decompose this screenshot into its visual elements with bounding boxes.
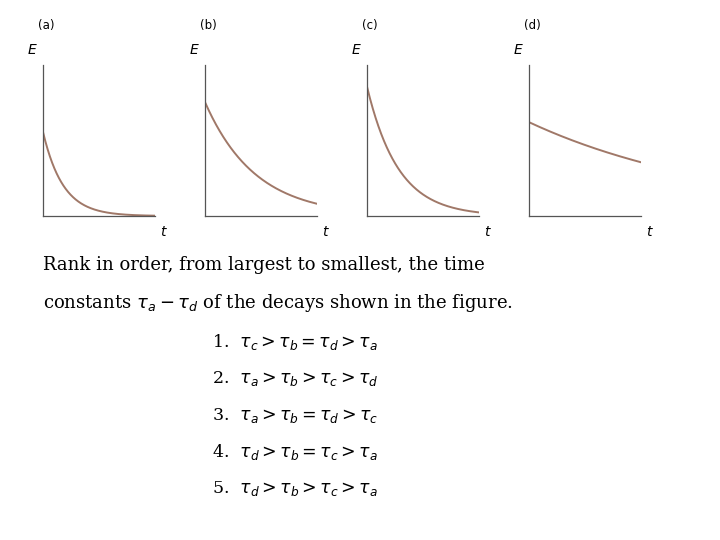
Text: $E$: $E$ xyxy=(351,43,361,57)
Text: $t$: $t$ xyxy=(161,225,168,239)
Text: 5.  $\tau_d > \tau_b > \tau_c > \tau_a$: 5. $\tau_d > \tau_b > \tau_c > \tau_a$ xyxy=(212,479,378,498)
Text: $t$: $t$ xyxy=(323,225,330,239)
Text: (d): (d) xyxy=(523,18,541,31)
Text: 1.  $\tau_c > \tau_b = \tau_d > \tau_a$: 1. $\tau_c > \tau_b = \tau_d > \tau_a$ xyxy=(212,332,378,352)
Text: $E$: $E$ xyxy=(27,43,37,57)
Text: constants $\tau_a - \tau_d$ of the decays shown in the figure.: constants $\tau_a - \tau_d$ of the decay… xyxy=(43,292,513,314)
Text: Rank in order, from largest to smallest, the time: Rank in order, from largest to smallest,… xyxy=(43,256,485,274)
Text: (c): (c) xyxy=(361,18,377,31)
Text: (a): (a) xyxy=(37,18,54,31)
Text: 3.  $\tau_a > \tau_b = \tau_d > \tau_c$: 3. $\tau_a > \tau_b = \tau_d > \tau_c$ xyxy=(212,406,379,424)
Text: 4.  $\tau_d > \tau_b = \tau_c > \tau_a$: 4. $\tau_d > \tau_b = \tau_c > \tau_a$ xyxy=(212,442,378,462)
Text: $t$: $t$ xyxy=(485,225,492,239)
Text: $t$: $t$ xyxy=(647,225,654,239)
Text: $E$: $E$ xyxy=(513,43,523,57)
Text: 2.  $\tau_a > \tau_b > \tau_c > \tau_d$: 2. $\tau_a > \tau_b > \tau_c > \tau_d$ xyxy=(212,369,379,388)
Text: $E$: $E$ xyxy=(189,43,199,57)
Text: (b): (b) xyxy=(199,18,217,31)
